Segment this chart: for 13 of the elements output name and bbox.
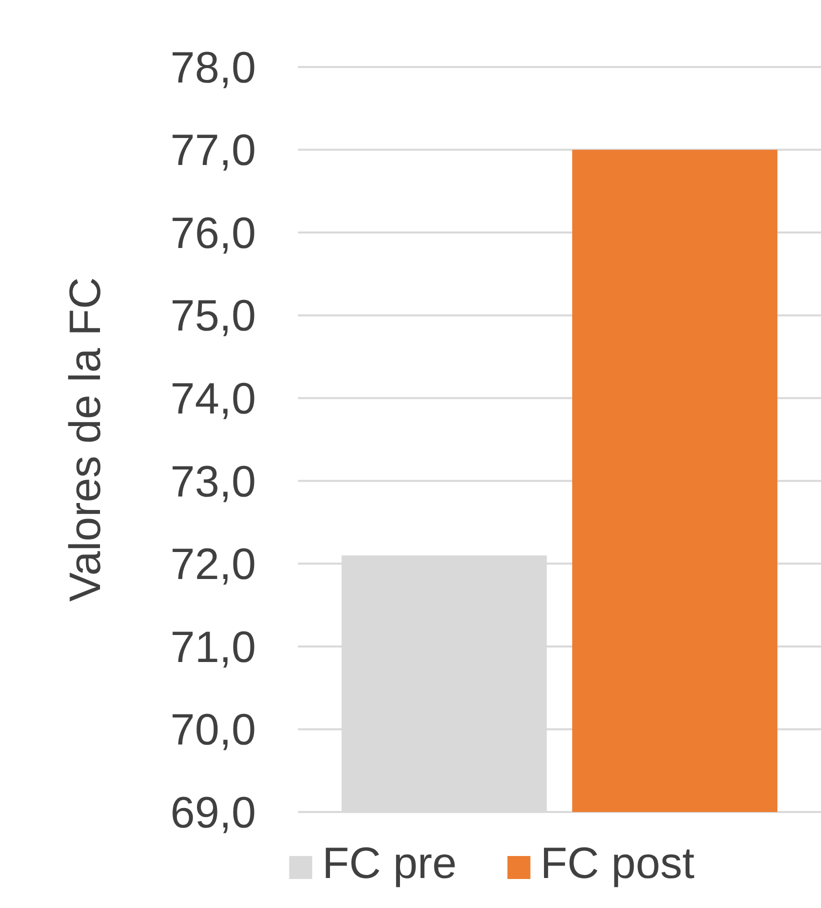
y-tick-label: 78,0	[170, 43, 256, 92]
y-tick-label: 72,0	[170, 540, 256, 590]
y-tick-label: 69,0	[170, 788, 256, 838]
y-tick-label: 73,0	[170, 457, 256, 506]
y-tick-label: 70,0	[170, 706, 256, 755]
y-tick-label: 76,0	[170, 208, 256, 258]
y-tick-label: 74,0	[170, 374, 256, 424]
legend-label: FC post	[540, 838, 694, 888]
y-axis-title: Valores de la FC	[61, 277, 110, 602]
y-tick-label: 77,0	[170, 126, 256, 176]
legend-label: FC pre	[322, 838, 457, 888]
y-tick-label: 75,0	[170, 292, 256, 341]
y-tick-label: 71,0	[170, 622, 256, 672]
